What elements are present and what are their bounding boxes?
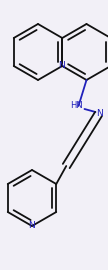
Text: HN: HN <box>70 100 83 110</box>
Text: N: N <box>96 109 103 117</box>
Text: N: N <box>58 60 65 69</box>
Text: N: N <box>29 221 35 229</box>
